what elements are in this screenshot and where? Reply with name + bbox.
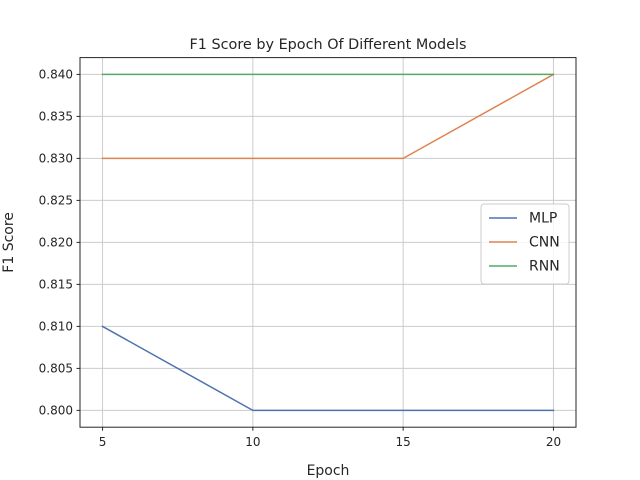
x-tick-label: 20 [546, 435, 561, 449]
chart-title: F1 Score by Epoch Of Different Models [189, 37, 466, 53]
legend-frame [480, 203, 570, 285]
y-tick-label: 0.830 [39, 152, 73, 166]
y-tick-label: 0.835 [39, 110, 73, 124]
series-line-mlp [101, 325, 555, 412]
legend-label-rnn: RNN [529, 259, 560, 275]
y-tick-label: 0.820 [39, 236, 73, 250]
x-tick-label: 5 [99, 435, 107, 449]
legend: MLP CNN RNN [480, 203, 570, 285]
axis-ticks: 5 10 15 20 0.800 0.805 0.810 0.815 0.820 0.825 0.8… [39, 68, 561, 450]
y-tick-label: 0.800 [39, 404, 73, 418]
legend-label-cnn: CNN [529, 235, 560, 251]
y-tick-label: 0.810 [39, 320, 73, 334]
y-axis-label: F1 Score [1, 212, 17, 273]
series-lines [101, 73, 555, 412]
legend-label-mlp: MLP [529, 211, 557, 227]
x-tick-label: 10 [245, 435, 260, 449]
y-tick-label: 0.840 [39, 68, 73, 82]
x-axis-label: Epoch [307, 463, 350, 479]
series-line-cnn [101, 73, 555, 160]
x-tick-label: 15 [396, 435, 411, 449]
y-tick-label: 0.805 [39, 362, 73, 376]
y-tick-label: 0.825 [39, 194, 73, 208]
y-tick-label: 0.815 [39, 278, 73, 292]
